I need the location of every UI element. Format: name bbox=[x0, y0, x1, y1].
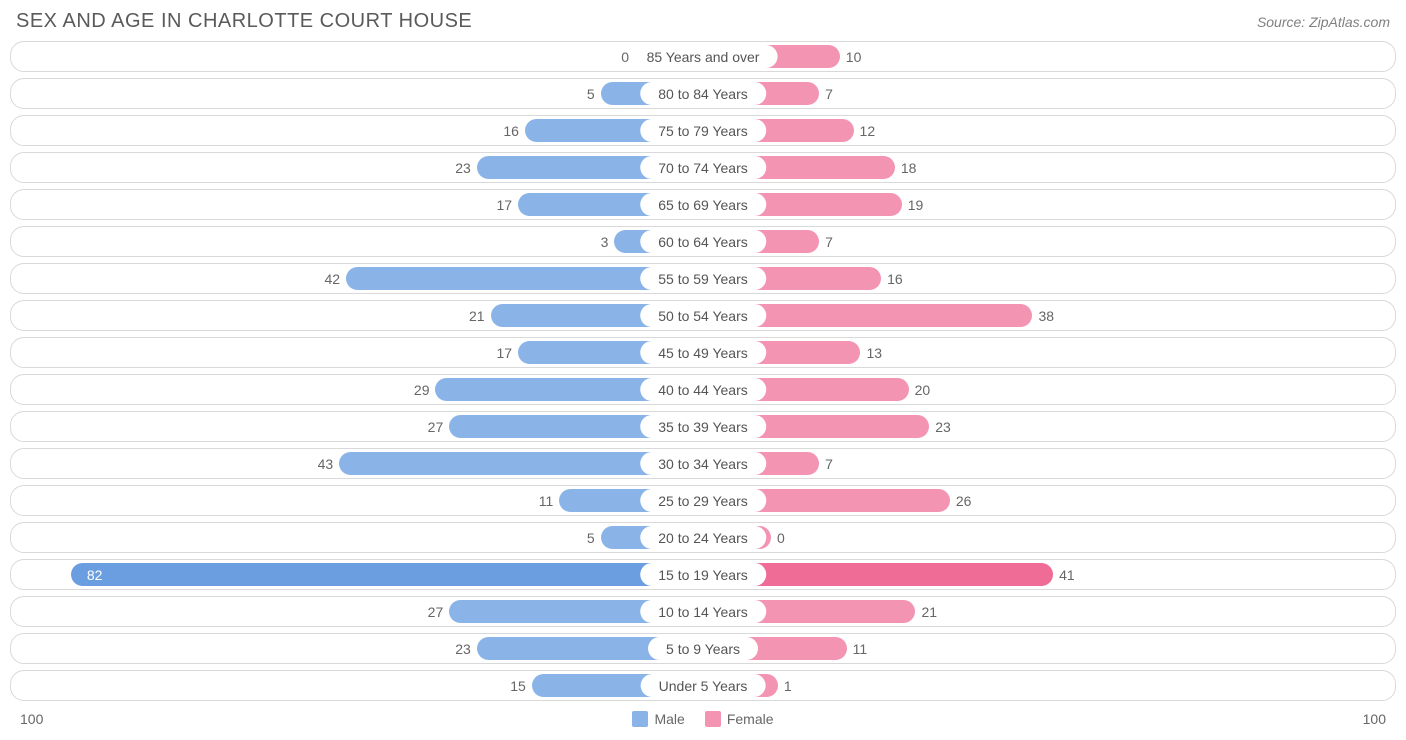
female-value: 13 bbox=[860, 345, 882, 361]
female-value: 7 bbox=[819, 234, 833, 250]
legend-item-male: Male bbox=[632, 711, 684, 727]
axis-max-left: 100 bbox=[20, 711, 43, 727]
age-category-label: 55 to 59 Years bbox=[640, 267, 766, 290]
pyramid-row: 15 1 Under 5 Years bbox=[10, 670, 1396, 701]
chart-header: SEX AND AGE IN CHARLOTTE COURT HOUSE Sou… bbox=[0, 0, 1406, 41]
pyramid-row: 27 21 10 to 14 Years bbox=[10, 596, 1396, 627]
chart-title: SEX AND AGE IN CHARLOTTE COURT HOUSE bbox=[16, 10, 472, 33]
age-category-label: Under 5 Years bbox=[641, 674, 766, 697]
age-category-label: 10 to 14 Years bbox=[640, 600, 766, 623]
chart-footer: 100 Male Female 100 bbox=[0, 707, 1406, 727]
pyramid-chart: 01085 Years and over5780 to 84 Years1612… bbox=[0, 41, 1406, 701]
pyramid-row: 43 7 30 to 34 Years bbox=[10, 448, 1396, 479]
age-category-label: 75 to 79 Years bbox=[640, 119, 766, 142]
pyramid-row: 27 23 35 to 39 Years bbox=[10, 411, 1396, 442]
female-value: 20 bbox=[909, 382, 931, 398]
age-category-label: 40 to 44 Years bbox=[640, 378, 766, 401]
age-category-label: 20 to 24 Years bbox=[640, 526, 766, 549]
pyramid-row: 17 19 65 to 69 Years bbox=[10, 189, 1396, 220]
pyramid-row: 21 38 50 to 54 Years bbox=[10, 300, 1396, 331]
female-value: 0 bbox=[771, 530, 785, 546]
axis-max-right: 100 bbox=[1363, 711, 1386, 727]
age-category-label: 15 to 19 Years bbox=[640, 563, 766, 586]
age-category-label: 35 to 39 Years bbox=[640, 415, 766, 438]
male-value: 17 bbox=[496, 345, 518, 361]
male-value: 15 bbox=[510, 678, 532, 694]
male-bar: 82 bbox=[71, 563, 703, 586]
female-value: 38 bbox=[1032, 308, 1054, 324]
male-value: 21 bbox=[469, 308, 491, 324]
female-value: 7 bbox=[819, 456, 833, 472]
male-value: 3 bbox=[601, 234, 615, 250]
chart-source: Source: ZipAtlas.com bbox=[1257, 14, 1390, 30]
male-value: 27 bbox=[428, 419, 450, 435]
pyramid-row: 23 11 5 to 9 Years bbox=[10, 633, 1396, 664]
female-value: 16 bbox=[881, 271, 903, 287]
legend-swatch-male bbox=[632, 711, 648, 727]
pyramid-row: 11 26 25 to 29 Years bbox=[10, 485, 1396, 516]
male-value: 42 bbox=[324, 271, 346, 287]
male-value: 5 bbox=[587, 86, 601, 102]
pyramid-row: 23 18 70 to 74 Years bbox=[10, 152, 1396, 183]
male-value: 23 bbox=[455, 641, 477, 657]
female-value: 10 bbox=[840, 49, 862, 65]
pyramid-row: 3 7 60 to 64 Years bbox=[10, 226, 1396, 257]
female-value: 7 bbox=[819, 86, 833, 102]
age-category-label: 5 to 9 Years bbox=[648, 637, 758, 660]
male-value: 23 bbox=[455, 160, 477, 176]
male-value: 16 bbox=[503, 123, 525, 139]
male-value: 17 bbox=[496, 197, 518, 213]
legend-label-male: Male bbox=[654, 711, 684, 727]
pyramid-row: 5 0 20 to 24 Years bbox=[10, 522, 1396, 553]
pyramid-row: 16 12 75 to 79 Years bbox=[10, 115, 1396, 146]
female-value: 1 bbox=[778, 678, 792, 694]
pyramid-row: 42 16 55 to 59 Years bbox=[10, 263, 1396, 294]
age-category-label: 45 to 49 Years bbox=[640, 341, 766, 364]
female-value: 19 bbox=[902, 197, 924, 213]
age-category-label: 25 to 29 Years bbox=[640, 489, 766, 512]
female-value: 12 bbox=[854, 123, 876, 139]
male-value: 43 bbox=[318, 456, 340, 472]
legend-item-female: Female bbox=[705, 711, 774, 727]
male-value: 82 bbox=[77, 567, 113, 583]
male-value: 27 bbox=[428, 604, 450, 620]
female-value: 23 bbox=[929, 419, 951, 435]
legend: Male Female bbox=[43, 711, 1362, 727]
female-value: 41 bbox=[1053, 567, 1075, 583]
age-category-label: 80 to 84 Years bbox=[640, 82, 766, 105]
age-category-label: 65 to 69 Years bbox=[640, 193, 766, 216]
female-value: 26 bbox=[950, 493, 972, 509]
age-category-label: 70 to 74 Years bbox=[640, 156, 766, 179]
female-value: 18 bbox=[895, 160, 917, 176]
age-category-label: 60 to 64 Years bbox=[640, 230, 766, 253]
legend-swatch-female bbox=[705, 711, 721, 727]
pyramid-row: 82 41 15 to 19 Years bbox=[10, 559, 1396, 590]
male-value: 5 bbox=[587, 530, 601, 546]
age-category-label: 85 Years and over bbox=[629, 45, 778, 68]
male-value: 11 bbox=[539, 493, 560, 509]
female-value: 11 bbox=[847, 641, 868, 657]
pyramid-row: 17 13 45 to 49 Years bbox=[10, 337, 1396, 368]
pyramid-row: 29 20 40 to 44 Years bbox=[10, 374, 1396, 405]
legend-label-female: Female bbox=[727, 711, 774, 727]
male-value: 29 bbox=[414, 382, 436, 398]
age-category-label: 30 to 34 Years bbox=[640, 452, 766, 475]
pyramid-row: 5 7 80 to 84 Years bbox=[10, 78, 1396, 109]
female-value: 21 bbox=[915, 604, 937, 620]
age-category-label: 50 to 54 Years bbox=[640, 304, 766, 327]
pyramid-row: 01085 Years and over bbox=[10, 41, 1396, 72]
